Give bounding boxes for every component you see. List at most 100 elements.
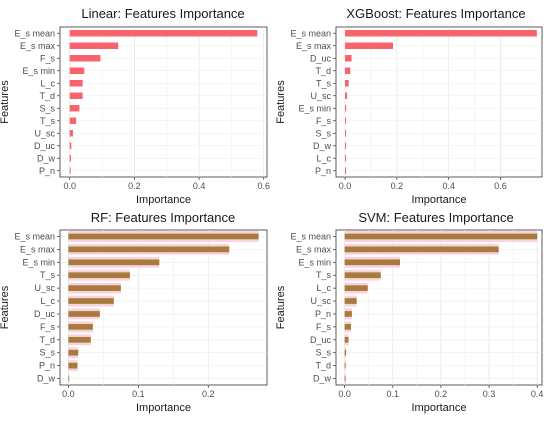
y-tick-label: T_s	[316, 78, 332, 88]
chart-panel: E_s mean E_s max E_s min T_s U_sc L_c D_uc F_s T…	[0, 210, 268, 414]
chart-panel: E_s mean E_s max F_s E_s min L_c T_d S_s T_s U_s…	[0, 6, 270, 206]
x-tick-label: 0.2	[435, 389, 448, 399]
bar	[68, 336, 91, 343]
x-tick-label: 0.1	[132, 389, 145, 399]
bar	[344, 311, 352, 317]
bar	[68, 233, 259, 240]
bar	[345, 30, 537, 37]
x-tick-label: 0.0	[339, 181, 352, 191]
y-tick-label: U_sc	[34, 128, 55, 138]
bar	[69, 42, 119, 49]
y-tick-label: P_n	[315, 166, 331, 176]
bar	[68, 298, 114, 304]
bar	[345, 105, 347, 112]
bar	[345, 67, 351, 74]
bar	[69, 117, 77, 124]
bar	[345, 92, 348, 99]
bar	[69, 155, 71, 162]
y-tick-label: T_s	[40, 270, 56, 280]
bar	[68, 324, 93, 330]
y-tick-label: D_uc	[310, 335, 332, 345]
x-tick-label: 0.0	[338, 389, 351, 399]
y-tick-label: T_d	[315, 361, 331, 371]
bar	[344, 336, 349, 343]
y-tick-label: D_uc	[310, 53, 332, 63]
bar	[345, 130, 347, 137]
bar	[344, 375, 346, 382]
x-axis-label: Importance	[411, 194, 466, 206]
y-tick-label: S_s	[315, 348, 331, 358]
y-tick-label: T_d	[315, 66, 331, 76]
x-axis-label: Importance	[136, 194, 191, 206]
bar	[345, 80, 349, 87]
x-tick-label: 0.2	[391, 181, 404, 191]
y-tick-label: E_s max	[20, 41, 56, 51]
bar	[344, 349, 347, 356]
chart-title: Linear: Features Importance	[81, 6, 244, 21]
bar	[68, 349, 79, 356]
y-tick-label: D_w	[37, 374, 56, 384]
y-tick-label: T_d	[39, 91, 55, 101]
bar	[344, 259, 401, 266]
y-tick-label: L_c	[316, 283, 331, 293]
y-tick-label: S_s	[315, 128, 331, 138]
chart-panel: E_s mean E_s max D_uc T_d T_s U_sc E_s min F_s S…	[275, 6, 543, 206]
y-tick-label: E_s mean	[290, 231, 331, 241]
bar	[68, 259, 160, 266]
y-tick-label: E_s max	[296, 244, 332, 254]
x-tick-label: 0.0	[62, 389, 75, 399]
y-tick-label: T_d	[39, 335, 55, 345]
y-axis-label: Features	[275, 285, 287, 329]
y-tick-label: S_s	[39, 103, 55, 113]
y-axis-label: Features	[275, 80, 287, 124]
chart-title: RF: Features Importance	[91, 210, 236, 225]
bar	[344, 233, 538, 240]
bar	[344, 298, 357, 304]
chart-title: SVM: Features Importance	[358, 210, 513, 225]
x-tick-label: 0.3	[483, 389, 496, 399]
y-tick-label: T_s	[316, 270, 332, 280]
bar	[69, 130, 73, 137]
bar	[345, 167, 347, 174]
x-tick-label: 0.0	[63, 181, 76, 191]
x-axis-label: Importance	[411, 402, 466, 414]
y-tick-label: E_s max	[296, 41, 332, 51]
bar	[345, 155, 347, 162]
x-tick-label: 0.4	[531, 389, 544, 399]
y-tick-label: U_sc	[34, 283, 55, 293]
x-tick-label: 0.4	[193, 181, 206, 191]
x-tick-label: 0.2	[202, 389, 215, 399]
bar	[69, 142, 72, 149]
bar	[345, 142, 347, 149]
y-tick-label: E_s min	[22, 66, 55, 76]
y-tick-label: P_n	[39, 166, 55, 176]
y-tick-label: D_uc	[34, 309, 56, 319]
chart-panel: E_s mean E_s max E_s min T_s L_c U_sc P_n F_s D_…	[275, 210, 543, 414]
y-tick-label: U_sc	[310, 91, 331, 101]
bar	[69, 67, 85, 74]
bar	[345, 55, 352, 62]
y-tick-label: E_s min	[298, 103, 331, 113]
y-tick-label: L_c	[40, 296, 55, 306]
bar	[68, 311, 100, 317]
plot-area	[335, 26, 543, 178]
y-tick-label: D_w	[313, 141, 332, 151]
bar	[344, 272, 381, 279]
bar	[344, 285, 368, 291]
y-tick-label: D_w	[313, 374, 332, 384]
plot-area	[335, 229, 543, 386]
y-tick-label: E_s min	[22, 257, 55, 267]
y-tick-label: S_s	[39, 348, 55, 358]
x-tick-label: 0.4	[442, 181, 455, 191]
bar	[345, 117, 347, 124]
bar	[69, 55, 101, 62]
chart-title: XGBoost: Features Importance	[346, 6, 525, 21]
bar	[68, 285, 121, 291]
y-tick-label: F_s	[40, 322, 56, 332]
y-axis-label: Features	[0, 285, 11, 329]
plot-area	[59, 229, 268, 386]
y-tick-label: F_s	[40, 53, 56, 63]
y-tick-label: E_s max	[20, 244, 56, 254]
y-tick-label: E_s min	[298, 257, 331, 267]
